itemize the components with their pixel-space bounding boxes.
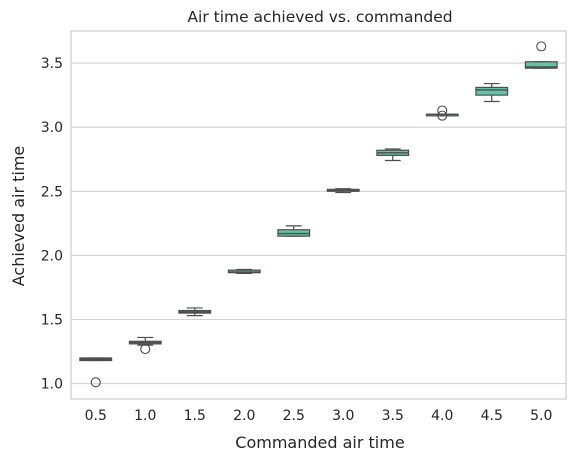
grid-lines — [71, 62, 566, 385]
y-tick-label: 1.0 — [41, 377, 63, 393]
outlier-point — [140, 343, 151, 355]
x-tick-labels: 0.5 1.0 1.5 2.0 2.5 3.0 3.5 4.0 4.5 5.0 — [85, 408, 553, 424]
x-tick-label: 2.0 — [233, 408, 255, 424]
box-0.5 — [79, 357, 113, 388]
outlier-point — [437, 105, 448, 116]
box-4.5 — [475, 82, 509, 103]
y-tick-label: 1.5 — [41, 313, 63, 329]
box-1.5 — [178, 307, 212, 317]
box-2.0 — [227, 268, 261, 274]
box-1.0 — [128, 336, 162, 355]
y-tick-labels: 1.0 1.5 2.0 2.5 3.0 3.5 — [41, 56, 63, 393]
x-tick-label: 3.0 — [332, 408, 354, 424]
iqr-box — [475, 86, 509, 96]
box-5.0 — [524, 41, 558, 69]
x-tick-label: 4.5 — [481, 408, 503, 424]
x-tick-label: 3.5 — [382, 408, 404, 424]
x-tick-label: 4.0 — [431, 408, 453, 424]
x-axis-title: Commanded air time — [235, 433, 404, 452]
plot-frame — [70, 30, 567, 400]
outlier-point — [90, 377, 101, 388]
outlier-point — [536, 41, 547, 52]
x-tick-label: 5.0 — [530, 408, 552, 424]
x-tick-label: 0.5 — [85, 408, 107, 424]
box-2.5 — [277, 225, 311, 237]
x-tick-label: 1.0 — [134, 408, 156, 424]
y-tick-label: 3.5 — [41, 56, 63, 72]
y-tick-label: 3.0 — [41, 120, 63, 136]
iqr-box — [524, 61, 558, 69]
outlier-point — [437, 110, 448, 121]
y-tick-label: 2.5 — [41, 184, 63, 200]
chart-title: Air time achieved vs. commanded — [187, 8, 452, 26]
x-tick-label: 1.5 — [184, 408, 206, 424]
x-tick-label: 2.5 — [283, 408, 305, 424]
y-tick-label: 2.0 — [41, 248, 63, 264]
box-4.0 — [425, 105, 459, 121]
box-3.5 — [376, 148, 410, 162]
box-3.0 — [326, 188, 360, 194]
y-axis-title: Achieved air time — [9, 146, 28, 287]
boxes — [79, 41, 558, 388]
